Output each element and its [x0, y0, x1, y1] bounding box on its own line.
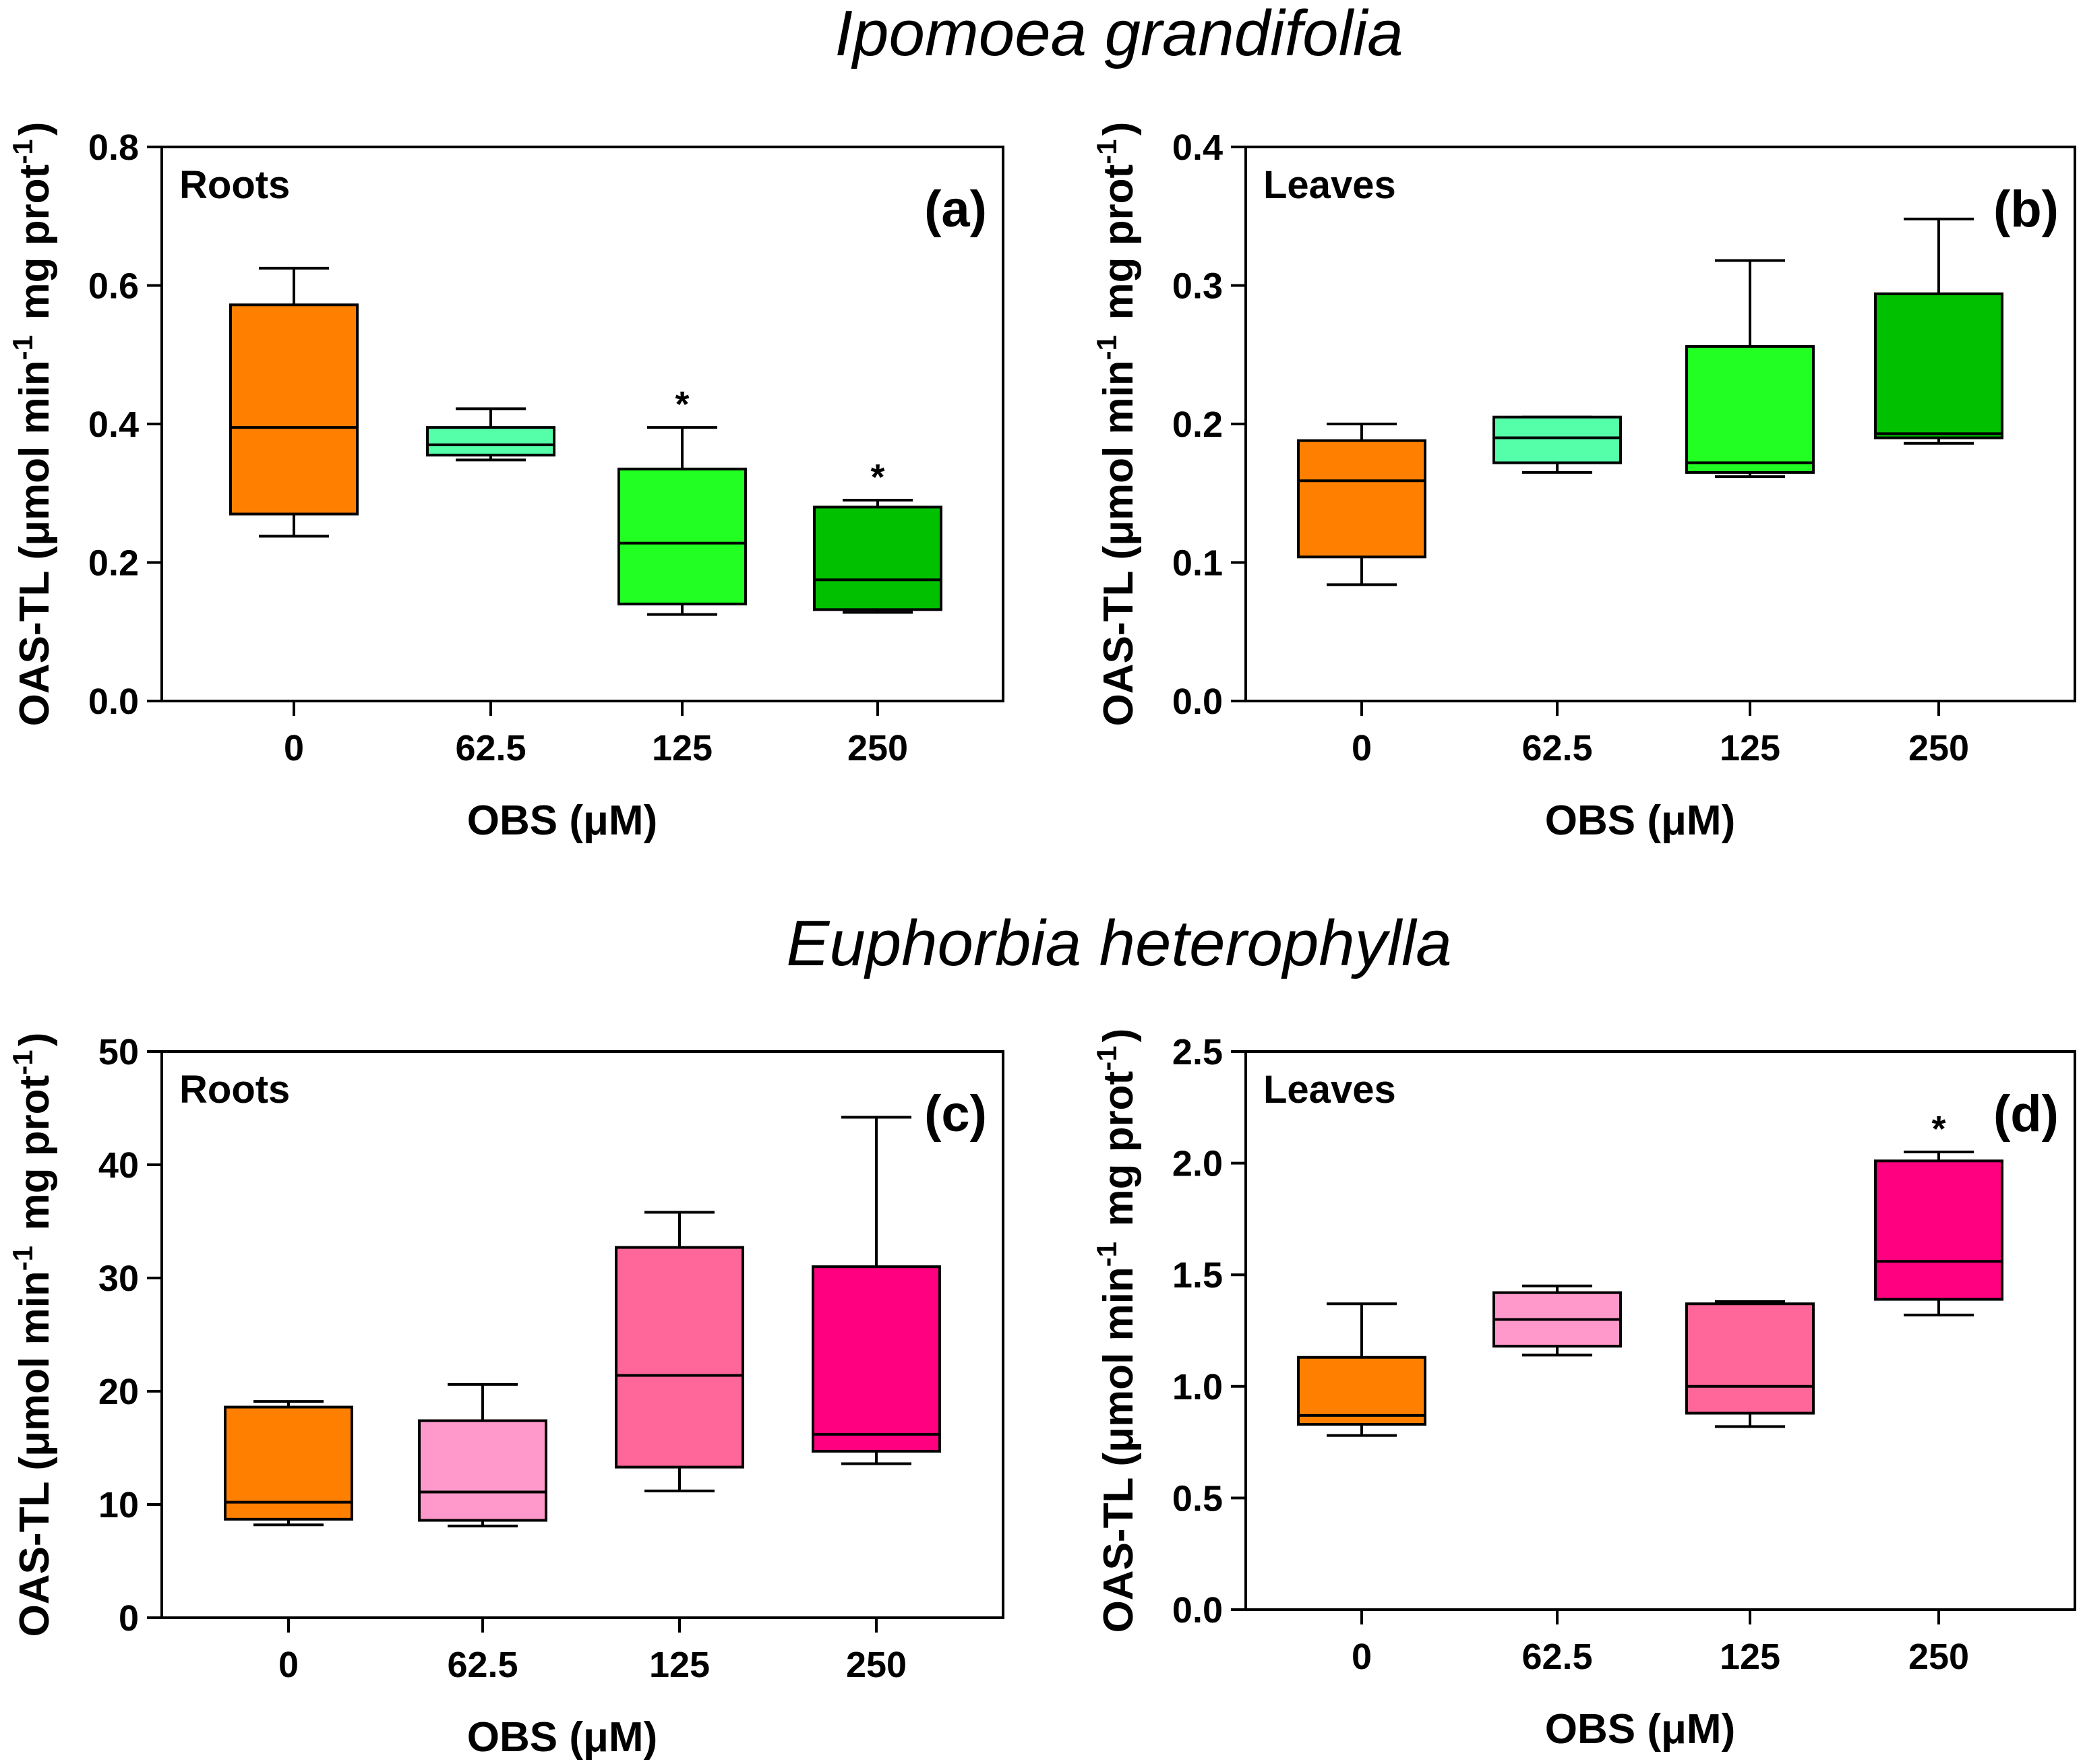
box-iqr [813, 506, 942, 611]
box-iqr [1874, 1159, 2003, 1301]
plot-frame [1244, 1050, 2076, 1611]
box-iqr [1297, 439, 1426, 559]
x-axis-title: OBS (μM) [467, 1714, 657, 1761]
box-0 [1297, 1302, 1426, 1437]
panel-d: 0.0 0.5 1.0 1.5 2.0 2.5 0 62.5 125 250 OBS (μM) OAS… [1091, 1029, 2076, 1753]
panel-letter: (a) [924, 181, 987, 238]
panel-a: 0.0 0.2 0.4 0.6 0.8 0 62.5 125 250 OBS (μM) OAS-TL… [7, 122, 1004, 844]
x-tick-label: 250 [847, 728, 908, 768]
panel-b: 0.0 0.1 0.2 0.3 0.4 0 62.5 125 250 OBS (μM) OAS-TL… [1091, 122, 2076, 844]
box-0 [229, 266, 359, 538]
significance-marker: * [1931, 1109, 1945, 1149]
x-tick-label: 62.5 [447, 1645, 518, 1685]
box-250: * [813, 457, 942, 614]
tissue-label: Roots [179, 163, 290, 207]
box-62.5 [1492, 1284, 1622, 1357]
species-title-bottom: Euphorbia heterophylla [786, 907, 1451, 979]
box-iqr [812, 1265, 941, 1453]
y-tick-label: 0.0 [1172, 681, 1223, 722]
x-tick-label: 62.5 [1521, 728, 1592, 768]
y-tick-label: 0.4 [1172, 127, 1223, 168]
x-tick-label: 125 [1720, 728, 1780, 768]
y-tick-label: 0 [119, 1598, 139, 1639]
box-250 [1874, 217, 2003, 445]
box-125 [1685, 259, 1815, 479]
x-axis-title: OBS (μM) [1545, 1706, 1735, 1753]
y-axis-title: OAS-TL (μmol min-1 mg prot-1 ) [7, 1033, 58, 1637]
box-iqr [615, 1246, 744, 1469]
tissue-label: Roots [179, 1068, 290, 1112]
panel-c: 0 10 20 30 40 50 0 62.5 125 250 OBS (μM) OAS-TL (μm… [7, 1032, 1004, 1761]
panel-letter: (d) [1993, 1085, 2059, 1143]
box-iqr [224, 1405, 353, 1521]
y-tick-label: 40 [98, 1145, 139, 1186]
y-tick-label: 0.6 [88, 266, 139, 307]
plot-frame [160, 1050, 1004, 1619]
y-tick-label: 0.5 [1172, 1478, 1223, 1519]
tissue-label: Leaves [1263, 163, 1396, 207]
x-tick-label: 250 [846, 1645, 907, 1685]
x-tick-label: 62.5 [455, 728, 526, 768]
panel-letter: (c) [924, 1085, 987, 1143]
x-tick-label: 0 [284, 728, 304, 768]
y-axis-title: OAS-TL (μmol min-1 mg prot-1 ) [1091, 122, 1142, 727]
x-tick-label: 125 [649, 1645, 710, 1685]
x-tick-label: 62.5 [1521, 1637, 1592, 1677]
y-tick-label: 50 [98, 1032, 139, 1072]
box-0 [1297, 423, 1426, 586]
box-62.5 [1492, 415, 1622, 474]
y-tick-label: 2.0 [1172, 1144, 1223, 1184]
y-axis-title: OAS-TL (μmol min-1 mg prot-1 ) [7, 122, 58, 727]
y-tick-label: 0.3 [1172, 266, 1223, 307]
x-tick-label: 250 [1908, 1637, 1969, 1677]
x-tick-label: 0 [1352, 1637, 1372, 1677]
box-62.5 [426, 407, 555, 462]
species-title-top: Ipomoea grandifolia [835, 0, 1403, 69]
y-tick-label: 1.0 [1172, 1367, 1223, 1407]
x-axis-title: OBS (μM) [1545, 797, 1735, 844]
box-iqr [1297, 1356, 1426, 1426]
box-iqr [617, 467, 747, 606]
y-tick-label: 0.4 [88, 404, 139, 445]
y-tick-label: 0.2 [88, 543, 139, 584]
box-iqr [418, 1419, 547, 1522]
box-iqr [426, 426, 555, 457]
significance-marker: * [675, 384, 689, 425]
box-iqr [1874, 292, 2003, 439]
y-tick-label: 30 [98, 1258, 139, 1299]
x-tick-label: 125 [1720, 1637, 1780, 1677]
box-250: * [1874, 1109, 2003, 1316]
y-tick-label: 1.5 [1172, 1255, 1223, 1296]
y-tick-label: 0.8 [88, 127, 139, 168]
x-axis-title: OBS (μM) [467, 797, 657, 844]
significance-marker: * [870, 457, 884, 497]
y-tick-label: 10 [98, 1485, 139, 1525]
box-125 [615, 1211, 744, 1492]
y-tick-label: 0.0 [1172, 1590, 1223, 1631]
y-tick-label: 0.0 [88, 681, 139, 722]
box-iqr [1492, 415, 1622, 464]
y-tick-label: 0.2 [1172, 404, 1223, 445]
x-tick-label: 125 [652, 728, 713, 768]
x-tick-label: 0 [278, 1645, 299, 1685]
panel-letter: (b) [1993, 181, 2059, 238]
y-tick-label: 2.5 [1172, 1032, 1223, 1072]
box-62.5 [418, 1382, 547, 1527]
y-tick-label: 20 [98, 1372, 139, 1412]
box-250 [812, 1116, 941, 1465]
tissue-label: Leaves [1263, 1068, 1396, 1112]
y-tick-label: 0.1 [1172, 543, 1223, 584]
box-iqr [229, 303, 359, 516]
box-125: * [617, 384, 747, 616]
x-tick-label: 250 [1908, 728, 1969, 768]
box-0 [224, 1400, 353, 1527]
x-tick-label: 0 [1352, 728, 1372, 768]
y-axis-title: OAS-TL (μmol min-1 mg prot-1 ) [1091, 1029, 1142, 1633]
box-125 [1685, 1300, 1815, 1428]
box-iqr [1685, 344, 1815, 474]
box-iqr [1685, 1302, 1815, 1415]
